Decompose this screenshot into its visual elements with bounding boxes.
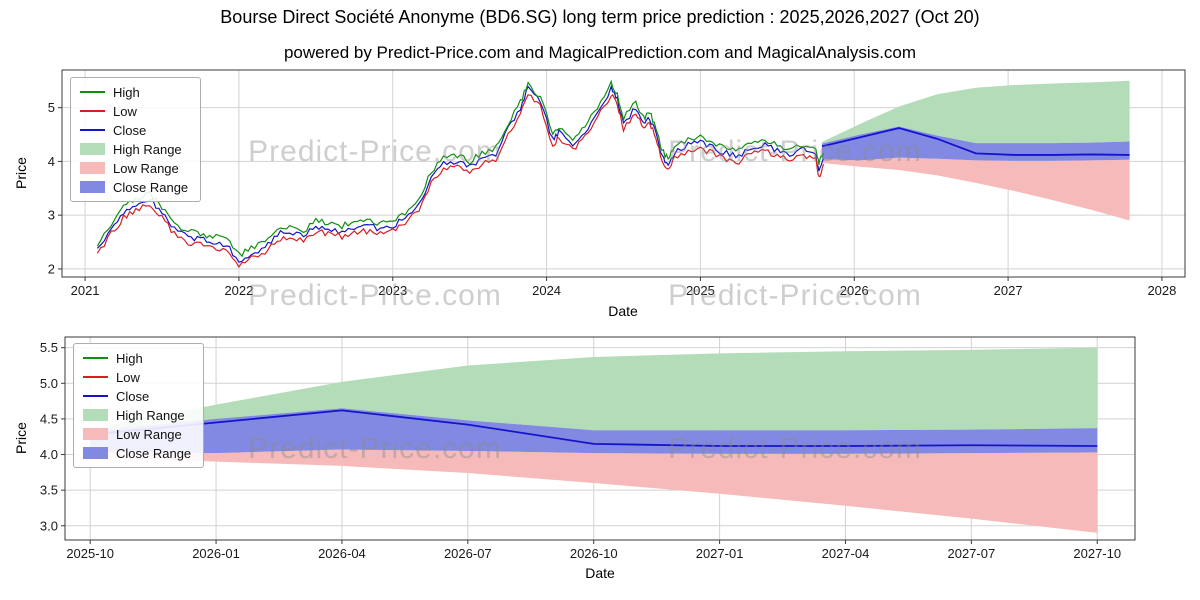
x-tick-label: 2025 bbox=[686, 283, 715, 298]
x-tick-label: 2026-04 bbox=[318, 546, 366, 561]
legend-item-high-range: High Range bbox=[80, 141, 188, 157]
legend-item-high-range: High Range bbox=[83, 407, 191, 423]
page-title: Bourse Direct Société Anonyme (BD6.SG) l… bbox=[220, 7, 980, 27]
close-line-history bbox=[96, 84, 825, 263]
high-line-history bbox=[96, 79, 825, 258]
close-range-band bbox=[821, 126, 1130, 161]
legend-label: High Range bbox=[116, 407, 185, 423]
y-tick-label: 5.5 bbox=[40, 340, 58, 355]
close-line-prediction bbox=[821, 127, 1130, 156]
y-tick-label: 5.0 bbox=[40, 376, 58, 391]
y-tick-label: 4 bbox=[48, 154, 55, 169]
y-tick-label: 2 bbox=[48, 261, 55, 276]
y-tick-label: 4.0 bbox=[40, 447, 58, 462]
y-tick-label: 4.5 bbox=[40, 411, 58, 426]
legend-item-low-range: Low Range bbox=[80, 160, 188, 176]
legend-swatch bbox=[83, 428, 108, 440]
x-tick-label: 2027-07 bbox=[947, 546, 995, 561]
close-range-band bbox=[90, 408, 1098, 454]
legend-item-close-range: Close Range bbox=[80, 179, 188, 195]
legend-label: Close bbox=[116, 388, 150, 404]
legend: High Low Close High Range Low Range Close Ran… bbox=[70, 77, 202, 202]
y-tick-label: 3 bbox=[48, 208, 55, 223]
legend-swatch bbox=[83, 447, 108, 459]
x-tick-label: 2021 bbox=[71, 283, 100, 298]
legend-swatch bbox=[83, 409, 108, 421]
high-range-band bbox=[90, 347, 1098, 432]
legend-item-low-range: Low Range bbox=[83, 426, 191, 442]
legend-item-low: Low bbox=[83, 369, 191, 385]
x-tick-label: 2023 bbox=[378, 283, 407, 298]
legend-label: Low Range bbox=[113, 160, 179, 176]
legend-label: Close bbox=[113, 122, 147, 138]
legend-item-low: Low bbox=[80, 103, 188, 119]
legend-item-high: High bbox=[80, 84, 188, 100]
y-tick-label: 3.5 bbox=[40, 483, 58, 498]
legend-swatch bbox=[83, 357, 108, 359]
top-yaxis-label: Price bbox=[13, 157, 29, 189]
x-tick-label: 2026-01 bbox=[192, 546, 240, 561]
low-range-band bbox=[90, 449, 1098, 533]
legend-swatch bbox=[80, 143, 105, 155]
low-line-history bbox=[96, 93, 825, 269]
x-tick-label: 2024 bbox=[532, 283, 561, 298]
legend-label: Low bbox=[113, 103, 137, 119]
x-tick-label: 2027-10 bbox=[1073, 546, 1121, 561]
legend-item-close-range: Close Range bbox=[83, 445, 191, 461]
x-tick-label: 2027-01 bbox=[696, 546, 744, 561]
bottom-yaxis-label: Price bbox=[13, 422, 29, 454]
top-xaxis-label: Date bbox=[608, 303, 638, 319]
axes: 2025-10 2026-01 2026-04 2026-07 2026-10 2027-… bbox=[40, 336, 1136, 561]
x-tick-label: 2025-10 bbox=[66, 546, 114, 561]
x-tick-label: 2027 bbox=[994, 283, 1023, 298]
legend-label: Low bbox=[116, 369, 140, 385]
legend-swatch bbox=[80, 181, 105, 193]
x-tick-label: 2028 bbox=[1147, 283, 1176, 298]
x-tick-label: 2026-10 bbox=[570, 546, 618, 561]
axes: 2021 2022 2023 2024 2025 2026 2027 2028 2 3 4 5 bbox=[48, 69, 1186, 298]
legend-swatch bbox=[80, 129, 105, 131]
legend-label: High Range bbox=[113, 141, 182, 157]
low-range-band bbox=[821, 157, 1130, 221]
legend-item-close: Close bbox=[83, 388, 191, 404]
high-range-band bbox=[821, 80, 1130, 144]
legend-label: Low Range bbox=[116, 426, 182, 442]
legend-swatch bbox=[80, 162, 105, 174]
legend-swatch bbox=[83, 395, 108, 397]
legend-label: Close Range bbox=[113, 179, 189, 195]
x-tick-label: 2027-04 bbox=[822, 546, 870, 561]
legend-label: High bbox=[113, 84, 140, 100]
page-subtitle: powered by Predict-Price.com and Magical… bbox=[283, 43, 917, 62]
legend-label: High bbox=[116, 350, 143, 366]
x-tick-label: 2026-07 bbox=[444, 546, 492, 561]
bottom-xaxis-label: Date bbox=[585, 565, 615, 581]
y-tick-label: 3.0 bbox=[40, 518, 58, 533]
legend-swatch bbox=[80, 110, 105, 112]
legend-swatch bbox=[83, 376, 108, 378]
legend-item-high: High bbox=[83, 350, 191, 366]
legend: High Low Close High Range Low Range Close Ran… bbox=[73, 343, 205, 468]
x-tick-label: 2026 bbox=[840, 283, 869, 298]
y-tick-label: 5 bbox=[48, 100, 55, 115]
legend-item-close: Close bbox=[80, 122, 188, 138]
legend-label: Close Range bbox=[116, 445, 192, 461]
close-line-prediction bbox=[90, 409, 1098, 447]
x-tick-label: 2022 bbox=[224, 283, 253, 298]
legend-swatch bbox=[80, 91, 105, 93]
